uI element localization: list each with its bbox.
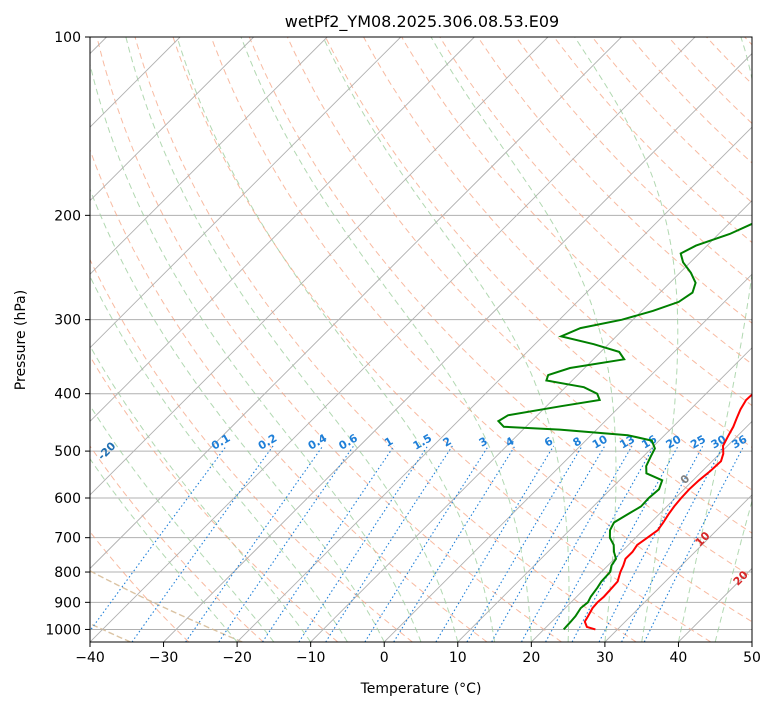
dry-adiabat-line bbox=[172, 37, 712, 642]
dry-adiabat-line bbox=[325, 37, 752, 491]
dry-adiabat-line bbox=[134, 37, 637, 642]
dry-adiabat-line bbox=[629, 37, 752, 164]
y-axis-label: Pressure (hPa) bbox=[13, 290, 29, 390]
isotherm-line bbox=[236, 126, 752, 642]
isotherm-line bbox=[90, 37, 549, 496]
mixing-ratio-line bbox=[643, 445, 745, 642]
isotherm-line bbox=[90, 37, 254, 202]
dry-adiabat-line bbox=[210, 37, 752, 623]
isotherm-line bbox=[604, 494, 752, 642]
temperature-profile-line bbox=[583, 393, 752, 631]
moist-adiabat-line bbox=[90, 404, 275, 642]
x-tick-label: 10 bbox=[449, 650, 467, 666]
x-tick-label: −30 bbox=[149, 650, 179, 666]
theta-e-line bbox=[90, 570, 243, 642]
y-tick-label: 1000 bbox=[45, 622, 81, 638]
moist-adiabat-line bbox=[176, 37, 496, 642]
isotherm-line bbox=[457, 347, 752, 642]
isotherm-line bbox=[90, 37, 328, 275]
moist-adiabat-line bbox=[714, 498, 752, 642]
moist-adiabat-line bbox=[322, 37, 570, 642]
moist-adiabat-line bbox=[677, 37, 752, 642]
dry-adiabats bbox=[90, 37, 752, 642]
dry-adiabat-line bbox=[477, 37, 752, 324]
moist-adiabat-line bbox=[90, 457, 238, 642]
x-tick-label: 30 bbox=[596, 650, 614, 666]
y-tick-label: 500 bbox=[54, 444, 81, 460]
moist-adiabat-line bbox=[240, 37, 532, 642]
x-tick-label: 50 bbox=[743, 650, 761, 666]
x-tick-label: −40 bbox=[75, 650, 105, 666]
dry-adiabat-line bbox=[401, 37, 752, 407]
isotherm-line bbox=[163, 52, 752, 642]
sounding-profiles bbox=[496, 222, 752, 631]
mixing-ratio-line bbox=[131, 445, 274, 642]
dewpoint-profile-line bbox=[496, 222, 752, 631]
dry-adiabat-line bbox=[96, 37, 562, 642]
mixing-ratio-line bbox=[325, 445, 453, 642]
mixing-ratio-line bbox=[621, 445, 724, 642]
x-tick-label: −10 bbox=[296, 650, 326, 666]
mixing-ratio-line bbox=[545, 445, 655, 642]
isotherm-line bbox=[90, 37, 696, 642]
dry-adiabat-line bbox=[90, 258, 413, 642]
isotherm-line bbox=[310, 200, 752, 642]
moist-adiabats bbox=[90, 37, 752, 642]
isotherm-line bbox=[383, 273, 752, 642]
mixing-ratio-line bbox=[466, 445, 583, 642]
theta-e-curves bbox=[90, 570, 243, 642]
moist-adiabat-line bbox=[90, 275, 348, 642]
y-tick-label: 700 bbox=[54, 531, 81, 547]
mixing-ratio-line bbox=[435, 445, 555, 642]
x-tick-label: 40 bbox=[670, 650, 688, 666]
dry-adiabat-line bbox=[248, 37, 752, 578]
moist-adiabat-line bbox=[430, 37, 617, 642]
mixing-ratio-line bbox=[262, 445, 395, 642]
mixing-ratio-line bbox=[521, 445, 633, 642]
isotherm-line bbox=[531, 420, 752, 642]
y-tick-label: 800 bbox=[54, 565, 81, 581]
x-tick-label: 0 bbox=[380, 650, 389, 666]
dry-adiabat-line bbox=[90, 445, 264, 642]
x-tick-label: −20 bbox=[222, 650, 252, 666]
y-tick-label: 900 bbox=[54, 595, 81, 611]
chart-title: wetPf2_YM08.2025.306.08.53.E09 bbox=[285, 12, 559, 32]
mixing-ratio-line bbox=[364, 445, 489, 642]
moist-adiabat-line bbox=[90, 188, 385, 642]
x-tick-label: 20 bbox=[522, 650, 540, 666]
dry-adiabat-line bbox=[286, 37, 752, 534]
y-tick-label: 600 bbox=[54, 491, 81, 507]
x-axis-label: Temperature (°C) bbox=[360, 681, 482, 697]
moist-adiabat-line bbox=[574, 37, 679, 642]
moist-adiabat-line bbox=[125, 37, 459, 642]
y-tick-label: 400 bbox=[54, 387, 81, 403]
plot-area: 0.10.20.40.611.52346810131620253036-100-… bbox=[90, 37, 752, 642]
mixing-ratio-line bbox=[218, 445, 355, 642]
mixing-ratio-line bbox=[185, 445, 324, 642]
mixing-ratio-lines bbox=[90, 445, 745, 642]
y-tick-label: 300 bbox=[54, 313, 81, 329]
dry-adiabat-line bbox=[591, 37, 752, 204]
y-tick-label: 100 bbox=[54, 30, 81, 46]
mixing-ratio-line bbox=[298, 445, 429, 642]
moist-adiabat-line bbox=[90, 62, 422, 642]
isotherm-line bbox=[90, 37, 402, 349]
x-axis-ticks: −40 −30 −20 −10 0 10 20 30 40 50 bbox=[75, 642, 761, 666]
mixing-ratio-line bbox=[393, 445, 516, 642]
y-tick-label: 200 bbox=[54, 208, 81, 224]
skewed-isotherms bbox=[90, 37, 752, 642]
plot-frame bbox=[89, 36, 753, 643]
isotherm-line bbox=[90, 37, 622, 570]
y-axis-ticks: 100 200 300 400 500 600 700 800 900 1000 bbox=[45, 30, 90, 638]
isotherm-line bbox=[90, 37, 475, 422]
